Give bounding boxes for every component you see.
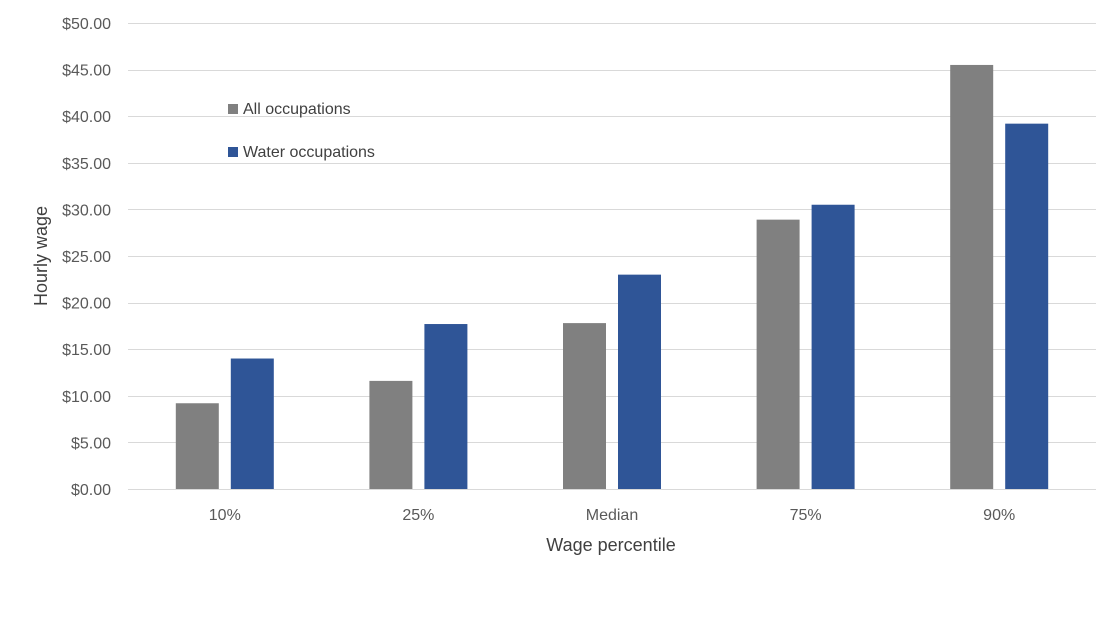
- legend-swatch: [228, 104, 238, 114]
- y-tick-label: $50.00: [62, 16, 111, 33]
- x-tick-label: 10%: [209, 507, 241, 524]
- x-tick-label: 75%: [790, 507, 822, 524]
- y-tick-label: $35.00: [62, 156, 111, 173]
- bar-all-occupations-1: [369, 380, 413, 489]
- bar-water-occupations-1: [424, 324, 468, 489]
- bar-water-occupations-3: [811, 204, 855, 490]
- y-tick-label: $5.00: [71, 435, 111, 452]
- y-tick-label: $40.00: [62, 109, 111, 126]
- y-axis-title: Hourly wage: [31, 206, 51, 306]
- y-tick-label: $10.00: [62, 389, 111, 406]
- legend-label: Water occupations: [243, 144, 375, 161]
- x-tick-label: 90%: [983, 507, 1015, 524]
- x-axis-ticks: 10% 25% Median 75% 90%: [209, 507, 1015, 524]
- bar-all-occupations-3: [756, 219, 800, 490]
- bar-water-occupations-4: [1005, 123, 1049, 489]
- y-tick-label: $0.00: [71, 482, 111, 499]
- bars: [175, 64, 1049, 490]
- legend: All occupations Water occupations: [228, 101, 375, 161]
- legend-label: All occupations: [243, 101, 351, 118]
- y-axis-ticks: $0.00 $5.00 $10.00 $15.00 $20.00 $25.00 $30.00…: [62, 16, 111, 499]
- bar-water-occupations-0: [230, 358, 274, 489]
- gridlines: [128, 23, 1096, 490]
- x-tick-label: Median: [586, 507, 638, 524]
- legend-swatch: [228, 147, 238, 157]
- y-tick-label: $15.00: [62, 342, 111, 359]
- y-tick-label: $20.00: [62, 296, 111, 313]
- y-tick-label: $45.00: [62, 63, 111, 80]
- bar-all-occupations-0: [175, 403, 219, 489]
- bar-all-occupations-2: [563, 323, 606, 489]
- x-tick-label: 25%: [402, 507, 434, 524]
- y-tick-label: $25.00: [62, 249, 111, 266]
- y-tick-label: $30.00: [62, 202, 111, 219]
- bar-water-occupations-2: [618, 274, 661, 489]
- x-axis-title: Wage percentile: [546, 535, 675, 555]
- bar-all-occupations-4: [950, 64, 994, 489]
